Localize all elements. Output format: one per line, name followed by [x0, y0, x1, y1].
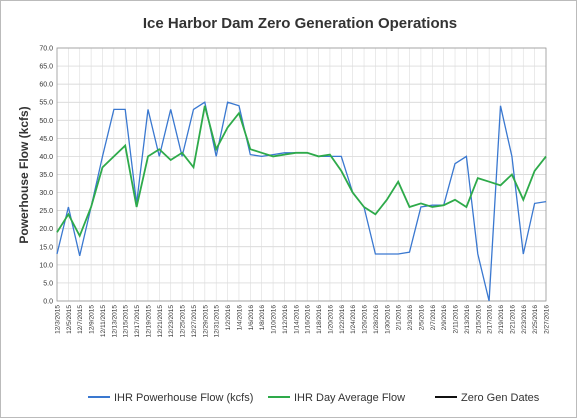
x-tick-label: 2/27/2016 [544, 305, 551, 334]
y-tick-label: 60.0 [39, 82, 53, 89]
y-tick-label: 50.0 [39, 118, 53, 125]
y-tick-label: 30.0 [39, 190, 53, 197]
x-tick-label: 2/21/2016 [509, 305, 516, 334]
x-tick-label: 2/13/2016 [464, 305, 471, 334]
x-tick-label: 2/5/2016 [418, 305, 425, 331]
x-tick-label: 1/20/2016 [327, 305, 334, 334]
x-tick-label: 1/6/2016 [248, 305, 255, 331]
x-tick-label: 1/4/2016 [236, 305, 243, 331]
y-tick-label: 70.0 [39, 46, 53, 53]
x-tick-label: 1/30/2016 [384, 305, 391, 334]
legend-label: IHR Powerhouse Flow (kcfs) [114, 392, 253, 404]
legend-label: IHR Day Average Flow [294, 392, 405, 404]
y-tick-label: 45.0 [39, 136, 53, 143]
y-tick-label: 5.0 [43, 280, 53, 287]
x-tick-label: 2/3/2016 [407, 305, 414, 331]
x-tick-label: 12/19/2015 [145, 305, 152, 338]
x-tick-label: 12/17/2015 [134, 305, 141, 338]
x-tick-label: 12/13/2015 [111, 305, 118, 338]
x-tick-label: 2/1/2016 [396, 305, 403, 331]
y-axis-label: Powerhouse Flow (kcfs) [17, 106, 31, 243]
x-tick-label: 12/15/2015 [123, 305, 130, 338]
x-tick-label: 12/21/2015 [157, 305, 164, 338]
x-tick-label: 2/23/2016 [521, 305, 528, 334]
x-tick-label: 2/15/2016 [475, 305, 482, 334]
x-tick-label: 2/19/2016 [498, 305, 505, 334]
x-tick-label: 1/12/2016 [282, 305, 289, 334]
x-tick-label: 1/26/2016 [362, 305, 369, 334]
y-tick-label: 25.0 [39, 208, 53, 215]
y-tick-label: 55.0 [39, 100, 53, 107]
x-tick-label: 12/11/2015 [100, 305, 107, 337]
x-tick-label: 1/14/2016 [293, 305, 300, 334]
y-tick-label: 15.0 [39, 244, 53, 251]
y-tick-label: 0.0 [43, 299, 53, 306]
plot-border [56, 47, 547, 302]
x-tick-label: 2/7/2016 [430, 305, 437, 331]
x-tick-label: 12/3/2015 [55, 305, 62, 334]
x-tick-label: 2/25/2016 [532, 305, 539, 334]
x-tick-label: 2/11/2016 [453, 305, 460, 334]
x-tick-label: 12/27/2015 [191, 305, 198, 338]
x-tick-label: 1/24/2016 [350, 305, 357, 334]
x-tick-label: 12/29/2015 [202, 305, 209, 338]
y-tick-label: 10.0 [39, 262, 53, 269]
y-tick-label: 40.0 [39, 154, 53, 161]
x-tick-label: 12/31/2015 [214, 305, 221, 338]
x-tick-label: 12/7/2015 [77, 305, 84, 334]
y-tick-label: 20.0 [39, 226, 53, 233]
x-tick-label: 1/18/2016 [316, 305, 323, 334]
x-tick-label: 1/16/2016 [305, 305, 312, 334]
x-tick-label: 12/9/2015 [89, 305, 96, 334]
x-tick-label: 12/23/2015 [168, 305, 175, 338]
x-tick-label: 2/9/2016 [441, 305, 448, 331]
x-tick-label: 12/25/2015 [180, 305, 187, 338]
x-tick-label: 1/8/2016 [259, 305, 266, 331]
x-tick-label: 12/5/2015 [66, 305, 73, 334]
legend-label: Zero Gen Dates [461, 392, 540, 404]
x-tick-label: 1/10/2016 [271, 305, 278, 334]
y-tick-label: 65.0 [39, 64, 53, 71]
series-line [56, 105, 547, 239]
y-tick-label: 35.0 [39, 172, 53, 179]
x-tick-label: 2/17/2016 [487, 305, 494, 334]
chart-title: Ice Harbor Dam Zero Generation Operation… [143, 15, 457, 32]
x-tick-label: 1/28/2016 [373, 305, 380, 334]
x-tick-label: 1/2/2016 [225, 305, 232, 331]
x-tick-label: 1/22/2016 [339, 305, 346, 334]
